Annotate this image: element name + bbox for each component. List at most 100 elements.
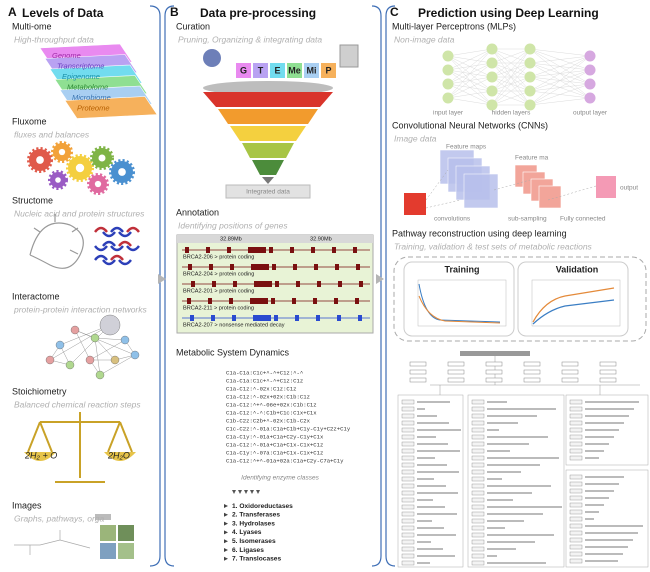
pathway-entry: [569, 448, 583, 454]
section-subtitle: Non-image data: [394, 34, 455, 44]
exon: [271, 298, 275, 304]
omics-label: Microbiome: [72, 93, 111, 102]
mlp-edge: [447, 97, 493, 106]
exon: [212, 281, 216, 287]
mlp-edge: [529, 55, 591, 92]
source-label: G: [240, 65, 247, 75]
cnn-label: convolutions: [434, 216, 471, 223]
network-node: [85, 355, 95, 365]
transcript-label: BRCA2-201 > protein coding: [183, 288, 254, 294]
protein-ribbon: [110, 254, 124, 261]
pathway-entry: [569, 530, 583, 536]
layer-label: output layer: [573, 110, 608, 117]
equation: C1a-C1a:C1c+^-^+C1z:^-^: [226, 369, 303, 376]
cnn-links: [425, 169, 597, 209]
funnel-top: [203, 81, 333, 95]
mlp-node: [524, 57, 536, 69]
source-label: Me: [288, 65, 301, 75]
marker: [238, 490, 242, 494]
mlp-node: [486, 85, 498, 97]
protein-ribbon: [94, 254, 108, 261]
pathway-node: [599, 369, 617, 375]
equation: C1a-C1z:^-02x:C1z:C1z: [226, 385, 297, 392]
exon: [335, 264, 339, 270]
pathway-entry: [569, 399, 583, 405]
mlp-edge: [491, 90, 531, 106]
transcript-label: BRCA2-204 > protein coding: [183, 271, 254, 277]
mlp-edge: [491, 48, 531, 106]
plot-axes: [417, 279, 507, 327]
exon: [293, 264, 297, 270]
equation: C1a-C1z:^+^-01a+02a:C1a+C2y-C7a+C1y: [226, 457, 344, 464]
exon: [230, 264, 234, 270]
pathway-entry: [401, 532, 415, 538]
mlp-edge: [491, 48, 531, 64]
pathway-entry: [569, 474, 583, 480]
scale-pan: [24, 452, 56, 461]
marker: [250, 490, 254, 494]
panel-letter: B: [170, 5, 179, 19]
pathway-entry: [569, 509, 583, 515]
section-subtitle: fluxes and balances: [14, 129, 90, 139]
pathway-entry: [569, 558, 583, 564]
exon: [232, 315, 236, 321]
panel-title: Levels of Data: [22, 6, 104, 20]
pathway-entry: [401, 448, 415, 454]
transcript-label: BRCA2-211 > protein coding: [183, 305, 254, 311]
pathway-entry: [471, 546, 485, 552]
mlp-node: [584, 50, 596, 62]
mlp-node: [442, 50, 454, 62]
protein-ribbon: [110, 226, 124, 233]
plot-box: [403, 261, 515, 337]
exon: [209, 264, 213, 270]
network-node: [130, 350, 140, 360]
pathway-entry: [569, 481, 583, 487]
network-node: [70, 325, 80, 335]
section-title: Convolutional Neural Networks (CNNs): [392, 120, 548, 130]
data-icon: [339, 44, 359, 68]
cnn-label: Feature maps: [446, 144, 487, 151]
pathway-entry: [401, 420, 415, 426]
source-label: P: [325, 65, 331, 75]
exon: [254, 281, 272, 287]
bullet: [224, 539, 228, 544]
exon: [251, 264, 269, 270]
panel-title: Data pre-processing: [200, 6, 316, 20]
section-title: Curation: [176, 21, 210, 31]
exon: [296, 281, 300, 287]
mlp-node: [524, 99, 536, 111]
section-subtitle: Identifying positions of genes: [178, 220, 288, 230]
pathway-entry: [401, 399, 415, 405]
pathway-entry: [471, 483, 485, 489]
pathway-entry: [401, 469, 415, 475]
omics-label: Epigenome: [62, 72, 100, 81]
pathway-entry: [569, 516, 583, 522]
mlp-edge: [447, 48, 493, 57]
mlp-edge: [529, 55, 591, 64]
cnn-label: output: [620, 185, 638, 192]
section-subtitle: High-throughput data: [14, 34, 94, 44]
pathway-entry: [471, 413, 485, 419]
equation: C1a-C1z:^+^-06e+02x:C1b:C1z: [226, 401, 317, 408]
mlp-node: [442, 78, 454, 90]
protein-ribbon: [118, 259, 132, 266]
marker: [256, 490, 260, 494]
exon: [292, 298, 296, 304]
pathway-entry: [401, 483, 415, 489]
section-subtitle: Pruning, Organizing & integrating data: [178, 34, 322, 44]
protein-ribbon: [126, 245, 140, 252]
bullet: [224, 521, 228, 526]
pathway-entry: [569, 488, 583, 494]
arrow: [158, 274, 166, 284]
pathway-entry: [569, 523, 583, 529]
labels: A Levels of Data B Data pre-processing C Pred…: [8, 5, 638, 562]
mlp-node: [524, 43, 536, 55]
mlp-edge: [529, 55, 591, 78]
output-box: [596, 176, 616, 198]
exon: [334, 298, 338, 304]
pathway-node: [409, 361, 427, 367]
mlp-edge: [529, 48, 591, 57]
source-box: [236, 63, 251, 78]
pathway-node: [447, 369, 465, 375]
panel-title: Prediction using Deep Learning: [418, 6, 599, 20]
